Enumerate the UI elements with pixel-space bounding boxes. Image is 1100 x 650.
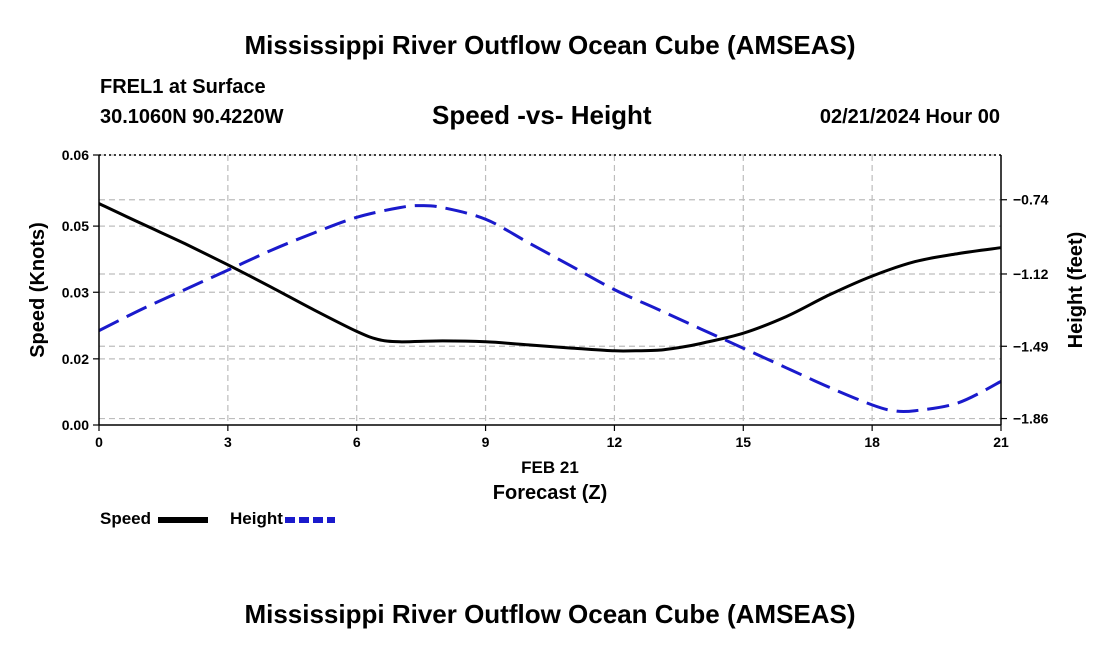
x-tick-label: 21 [993, 434, 1009, 450]
x-tick-label: 3 [224, 434, 232, 450]
y-right-tick-label: −0.74 [1013, 192, 1049, 208]
x-tick-label: 6 [353, 434, 361, 450]
series-line-speed [98, 202, 1002, 353]
x-axis-date-label: FEB 21 [521, 458, 579, 477]
y-left-tick-label: 0.03 [62, 284, 89, 300]
x-tick-label: 15 [735, 434, 751, 450]
legend-label-speed: Speed [100, 509, 152, 528]
forecast-datetime: 02/21/2024 Hour 00 [819, 106, 1000, 128]
station-label: FREL1 at Surface [100, 76, 266, 98]
y-right-tick-label: −1.49 [1013, 338, 1049, 354]
grid-layer [99, 154, 1001, 425]
legend-item-height: Height [230, 509, 337, 529]
y-left-tick-label: 0.02 [62, 351, 89, 367]
bottom-title: Mississippi River Outflow Ocean Cube (AM… [244, 599, 856, 629]
coordinates-label: 30.1060N 90.4220W [100, 106, 284, 128]
series-line-height [98, 204, 1002, 414]
legend-label-height: Height [230, 509, 283, 528]
y-right-tick-label: −1.12 [1013, 266, 1049, 282]
series-layer [98, 202, 1002, 414]
x-tick-label: 12 [607, 434, 623, 450]
y-axis-right-label: Height (feet) [1065, 232, 1087, 349]
legend-item-speed: Speed [100, 509, 210, 529]
y-right-tick-label: −1.86 [1013, 411, 1049, 427]
x-tick-label: 0 [95, 434, 103, 450]
x-tick-label: 9 [482, 434, 490, 450]
chart: 0 3 6 9 12 15 18 21 0.00 0.02 0.03 0.05 0.06 −0.74 −1.… [27, 147, 1087, 450]
axes-layer [98, 154, 1002, 426]
y-left-tick-label: 0.00 [62, 417, 89, 433]
ticks-layer: 0 3 6 9 12 15 18 21 0.00 0.02 0.03 0.05 0.06 −0.74 −1.… [62, 147, 1049, 450]
x-tick-label: 18 [864, 434, 880, 450]
legend-swatch-height [284, 516, 335, 523]
y-left-tick-label: 0.05 [62, 218, 89, 234]
y-axis-left-label: Speed (Knots) [27, 222, 49, 358]
main-title: Mississippi River Outflow Ocean Cube (AM… [244, 30, 856, 60]
y-left-tick-label: 0.06 [62, 147, 89, 163]
chart-subtitle: Speed -vs- Height [432, 100, 652, 130]
legend-swatch-speed [157, 516, 208, 523]
x-axis-label: Forecast (Z) [492, 482, 608, 504]
